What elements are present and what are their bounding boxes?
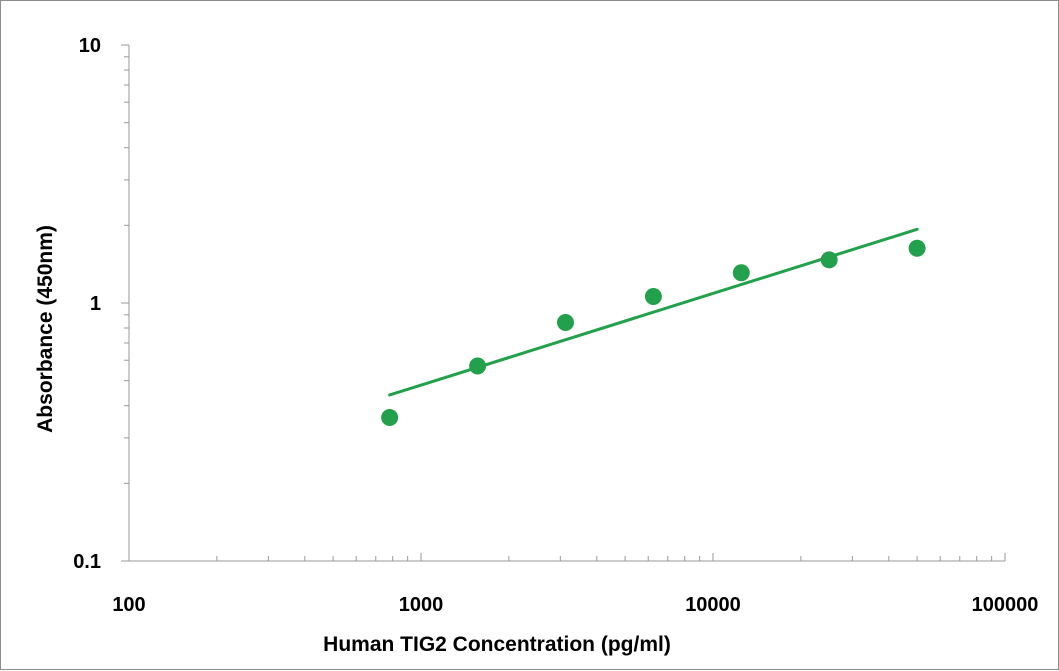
y-tick-label: 0.1 <box>73 551 101 573</box>
x-tick-label: 1000 <box>399 594 444 616</box>
data-point <box>644 287 662 305</box>
fit-line-group <box>388 227 919 397</box>
x-tick-label: 10000 <box>685 594 741 616</box>
tick-labels: 100 1000 10000 100000 0.1 1 10 <box>73 35 1038 616</box>
data-point <box>381 408 399 426</box>
data-point <box>732 264 750 282</box>
data-point <box>908 239 926 257</box>
y-tick-label: 10 <box>79 35 101 57</box>
x-tick-label: 100000 <box>972 594 1039 616</box>
data-point <box>820 251 838 269</box>
tick-marks <box>121 44 1006 562</box>
data-points <box>381 239 926 426</box>
data-point <box>469 357 487 375</box>
x-tick-label: 100 <box>112 594 145 616</box>
y-axis-title: Absorbance (450nm) <box>34 225 57 433</box>
fit-line <box>388 227 919 397</box>
y-tick-label: 1 <box>90 293 101 315</box>
axes <box>128 45 1005 562</box>
data-point <box>556 314 574 332</box>
x-axis-title: Human TIG2 Concentration (pg/ml) <box>323 633 671 656</box>
